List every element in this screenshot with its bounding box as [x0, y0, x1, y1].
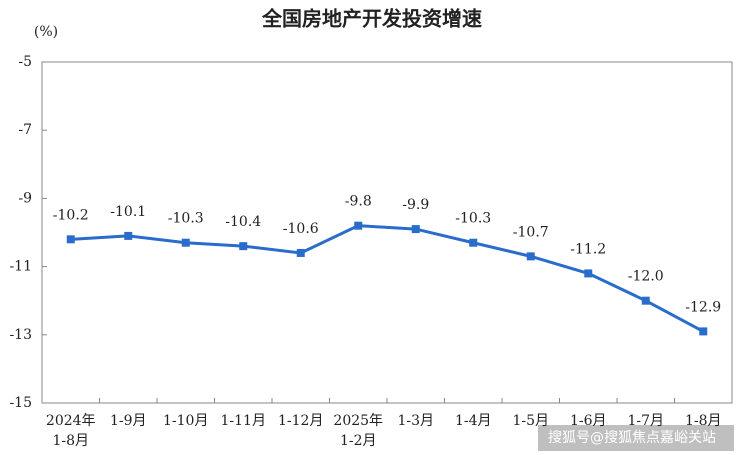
- marker: [469, 238, 478, 247]
- marker: [181, 238, 190, 247]
- marker: [296, 248, 305, 257]
- y-tick-label: -15: [9, 395, 32, 411]
- y-tick-label: -5: [18, 54, 32, 70]
- data-label: -10.3: [168, 211, 204, 227]
- marker: [239, 242, 248, 251]
- y-tick-label: -7: [18, 122, 32, 138]
- marker: [641, 296, 650, 305]
- y-axis-label: (%): [34, 24, 58, 40]
- x-tick-label: 1-4月: [455, 413, 492, 429]
- chart-title: 全国房地产开发投资增速: [261, 7, 482, 31]
- x-tick-label: 1-6月: [570, 413, 607, 429]
- data-label: -10.7: [513, 224, 549, 240]
- marker: [526, 252, 535, 261]
- data-label: -9.9: [402, 197, 429, 213]
- y-tick-label: -13: [9, 327, 32, 343]
- data-label: -10.1: [110, 204, 146, 220]
- y-tick-label: -11: [9, 259, 32, 275]
- x-tick-label: 1-8月: [685, 413, 722, 429]
- data-label: -12.9: [685, 299, 721, 315]
- data-label: -10.4: [225, 214, 261, 230]
- x-tick-label: 1-10月: [163, 413, 208, 429]
- x-tick-label: 1-9月: [110, 413, 147, 429]
- marker: [66, 235, 75, 244]
- x-tick-label: 1-3月: [397, 413, 434, 429]
- x-tick-label: 1-11月: [221, 413, 266, 429]
- marker: [411, 225, 420, 234]
- x-tick-label: 1-12月: [278, 413, 323, 429]
- x-tick-label: 2024年 1-8月: [46, 413, 96, 449]
- marker: [354, 221, 363, 230]
- x-tick-label: 1-5月: [512, 413, 549, 429]
- data-label: -10.6: [283, 221, 319, 237]
- data-label: -12.0: [628, 269, 664, 285]
- data-label: -11.2: [570, 241, 606, 257]
- marker: [699, 327, 708, 336]
- watermark-bg: [538, 425, 734, 451]
- y-tick-label: -9: [18, 190, 32, 206]
- x-tick-label: 2025年 1-2月: [333, 413, 383, 449]
- data-label: -9.8: [345, 194, 372, 210]
- line: [70, 224, 704, 333]
- data-label: -10.2: [53, 207, 89, 223]
- watermark: 搜狐号@搜狐焦点嘉峪关站: [548, 430, 716, 446]
- marker: [124, 231, 133, 240]
- marker: [584, 269, 593, 278]
- x-tick-label: 1-7月: [627, 413, 664, 429]
- plot-frame: [41, 61, 733, 404]
- data-label: -10.3: [455, 211, 491, 227]
